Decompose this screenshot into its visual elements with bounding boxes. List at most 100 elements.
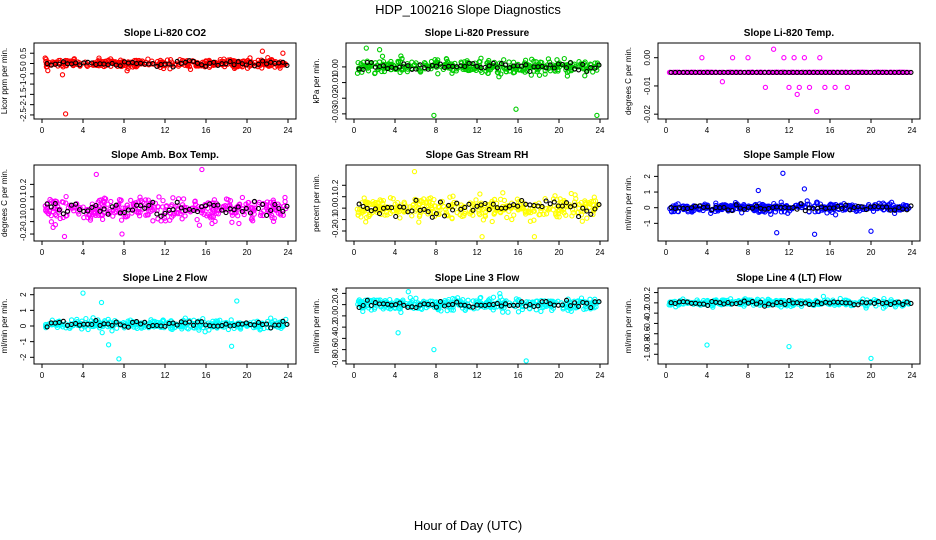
panel-title: Slope Line 3 Flow [435,273,520,284]
mean-point [73,320,79,327]
data-point [380,197,387,204]
mean-point [190,58,197,64]
mean-point [559,302,565,308]
data-point [568,190,574,197]
outlier-point [431,346,437,353]
data-point [223,196,230,202]
x-tick-label: 0 [352,248,357,257]
data-point [416,213,423,220]
outlier-point [770,46,777,52]
mean-point [572,202,578,208]
mean-point [904,207,910,213]
mean-point [393,213,399,220]
data-point [467,211,473,217]
x-tick-label: 24 [596,248,605,257]
mean-point [741,298,747,304]
data-point [160,197,166,204]
data-point [536,200,542,206]
mean-point [138,321,144,327]
data-point [395,58,401,65]
mean-point [284,203,290,209]
data-point [513,296,520,302]
data-point [435,71,441,77]
data-point [397,215,403,221]
mean-point [89,60,95,66]
y-tick-label: 0.2 [19,178,28,190]
data-point [409,59,415,65]
x-tick-label: 8 [434,248,439,257]
mean-point [380,63,387,69]
data-point [141,200,147,206]
mean-point [138,203,144,209]
data-point [48,219,55,225]
outlier-point [801,55,808,61]
x-tick-label: 0 [664,371,669,380]
data-point [92,211,98,217]
mean-point [360,66,366,73]
data-point [150,218,156,224]
mean-point [413,66,419,72]
x-tick-label: 4 [705,248,710,257]
x-tick-label: 16 [826,248,835,257]
outlier-point [832,84,838,91]
data-point [500,190,506,196]
mean-point [199,319,205,325]
mean-point [368,59,374,66]
mean-point [280,59,286,65]
mean-point [721,204,727,210]
mean-point [515,203,521,209]
data-point [511,212,517,218]
data-point [531,58,537,64]
mean-point [519,299,525,305]
data-point [402,208,409,215]
y-tick-label: -0.02 [643,105,652,124]
data-point [99,202,105,208]
data-point [489,218,495,225]
data-point [137,194,143,200]
data-point [727,296,734,302]
mean-point [376,211,383,217]
data-point [258,326,264,332]
data-point [404,68,411,75]
data-point [105,323,111,330]
mean-point [859,204,865,210]
mean-point [737,300,743,306]
data-point [447,194,453,200]
data-point [906,69,912,76]
mean-point [523,303,529,309]
data-point [444,212,451,218]
data-point [46,211,52,217]
data-point [260,208,267,214]
mean-point [56,61,62,67]
mean-point [908,300,914,306]
mean-point [162,323,168,329]
mean-point [60,318,66,324]
mean-point [458,206,464,212]
mean-point [454,200,460,206]
mean-point [705,302,711,308]
mean-point [515,302,521,308]
data-point [56,209,62,215]
y-tick-label: -0.4 [331,331,340,345]
mean-point [174,58,180,64]
data-point [269,214,275,221]
data-point [185,326,191,332]
mean-point [182,59,188,65]
data-point [504,214,510,221]
mean-point [89,321,95,328]
data-point [497,294,503,300]
mean-point [77,207,83,213]
mean-point [389,205,395,211]
mean-point [109,60,115,66]
data-point [130,202,136,208]
mean-point [356,304,362,311]
outlier-point [762,84,769,91]
data-point [554,57,560,63]
mean-point [725,299,731,306]
x-tick-label: 20 [243,371,252,380]
data-point [217,56,223,63]
mean-point [264,321,270,327]
data-point [87,212,93,218]
outlier-point [719,79,726,85]
y-tick-label: -2 [19,101,28,109]
